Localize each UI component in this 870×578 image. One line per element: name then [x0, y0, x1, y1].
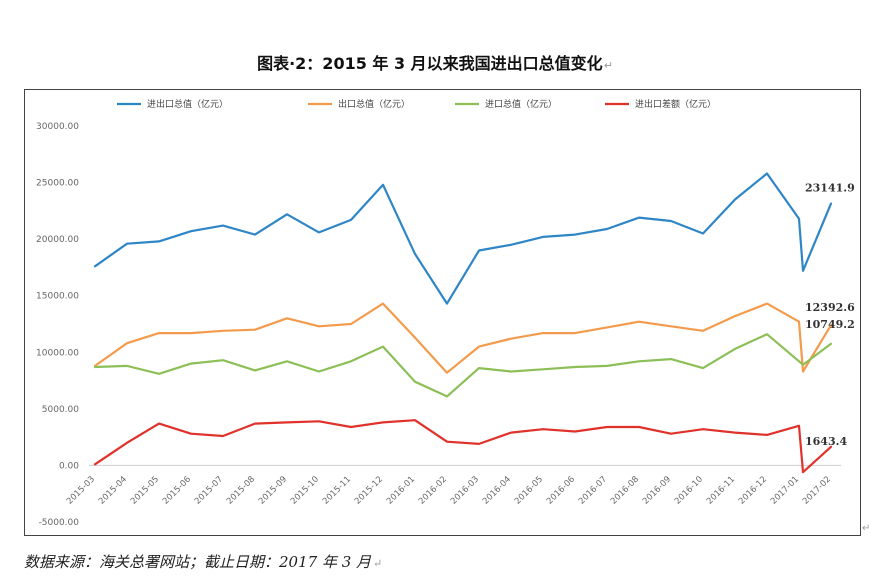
- x-tick-label: 2016-09: [641, 474, 673, 506]
- paragraph-mark-icon: ↵: [603, 59, 613, 72]
- x-tick-label: 2016-07: [577, 474, 609, 506]
- y-tick-label: 20000.00: [36, 235, 79, 245]
- legend-label: 进出口总值（亿元）: [147, 98, 228, 110]
- y-tick-label: 30000.00: [36, 122, 79, 132]
- x-tick-label: 2015-06: [161, 474, 193, 506]
- y-tick-label: 25000.00: [36, 179, 79, 189]
- source-note: 数据来源：海关总署网站；截止日期：2017 年 3 月 ↵: [24, 551, 382, 572]
- x-tick-label: 2016-06: [545, 474, 577, 506]
- chart-title-text: 图表·2：2015 年 3 月以来我国进出口总值变化: [257, 54, 603, 73]
- y-tick-label: 10000.00: [36, 348, 79, 358]
- series-line-2: [93, 333, 833, 398]
- x-tick-label: 2015-08: [225, 474, 257, 506]
- series-line-1: [93, 302, 833, 374]
- x-tick-label: 2015-05: [129, 474, 161, 506]
- series-line-0: [93, 172, 833, 305]
- chart-title: 图表·2：2015 年 3 月以来我国进出口总值变化↵: [0, 50, 870, 74]
- x-tick-label: 2015-03: [65, 474, 97, 506]
- x-tick-label: 2016-05: [513, 474, 545, 506]
- series-end-label: 23141.9: [805, 182, 855, 195]
- x-tick-label: 2016-02: [417, 474, 449, 506]
- x-tick-label: 2015-04: [97, 474, 129, 506]
- series-end-label: 10749.2: [805, 318, 855, 331]
- x-tick-label: 2017-02: [801, 474, 833, 506]
- chart-frame: -5000.00 0.00 5000.00 10000.00 15000.00 20000…: [24, 89, 861, 536]
- legend-label: 出口总值（亿元）: [338, 98, 410, 110]
- legend-label: 进口总值（亿元）: [485, 98, 557, 110]
- x-tick-label: 2015-07: [193, 474, 225, 506]
- line-chart: -5000.00 0.00 5000.00 10000.00 15000.00 20000…: [36, 98, 855, 528]
- legend-label: 进出口差额（亿元）: [635, 98, 716, 110]
- series-end-label: 1643.4: [805, 435, 847, 448]
- x-tick-label: 2016-12: [737, 474, 769, 506]
- y-tick-label: -5000.00: [39, 518, 80, 528]
- x-tick-label: 2015-11: [321, 474, 353, 506]
- x-tick-label: 2016-04: [481, 474, 513, 506]
- x-tick-label: 2016-11: [705, 474, 737, 506]
- series-line-3: [93, 419, 833, 474]
- series-end-label: 12392.6: [805, 301, 855, 314]
- source-note-text: 数据来源：海关总署网站；截止日期：2017 年 3 月: [24, 553, 372, 571]
- x-tick-label: 2016-01: [385, 474, 417, 506]
- x-tick-label: 2017-01: [769, 474, 801, 506]
- x-tick-label: 2015-12: [353, 474, 385, 506]
- y-tick-label: 0.00: [59, 461, 79, 471]
- paragraph-mark-icon: ↵: [373, 557, 383, 570]
- paragraph-mark-icon: ↵: [862, 523, 870, 534]
- x-tick-label: 2015-09: [257, 474, 289, 506]
- y-tick-label: 5000.00: [42, 405, 79, 415]
- y-tick-label: 15000.00: [36, 292, 79, 302]
- x-tick-label: 2016-03: [449, 474, 481, 506]
- x-tick-label: 2016-08: [609, 474, 641, 506]
- x-tick-label: 2016-10: [673, 474, 705, 506]
- x-tick-label: 2015-10: [289, 474, 321, 506]
